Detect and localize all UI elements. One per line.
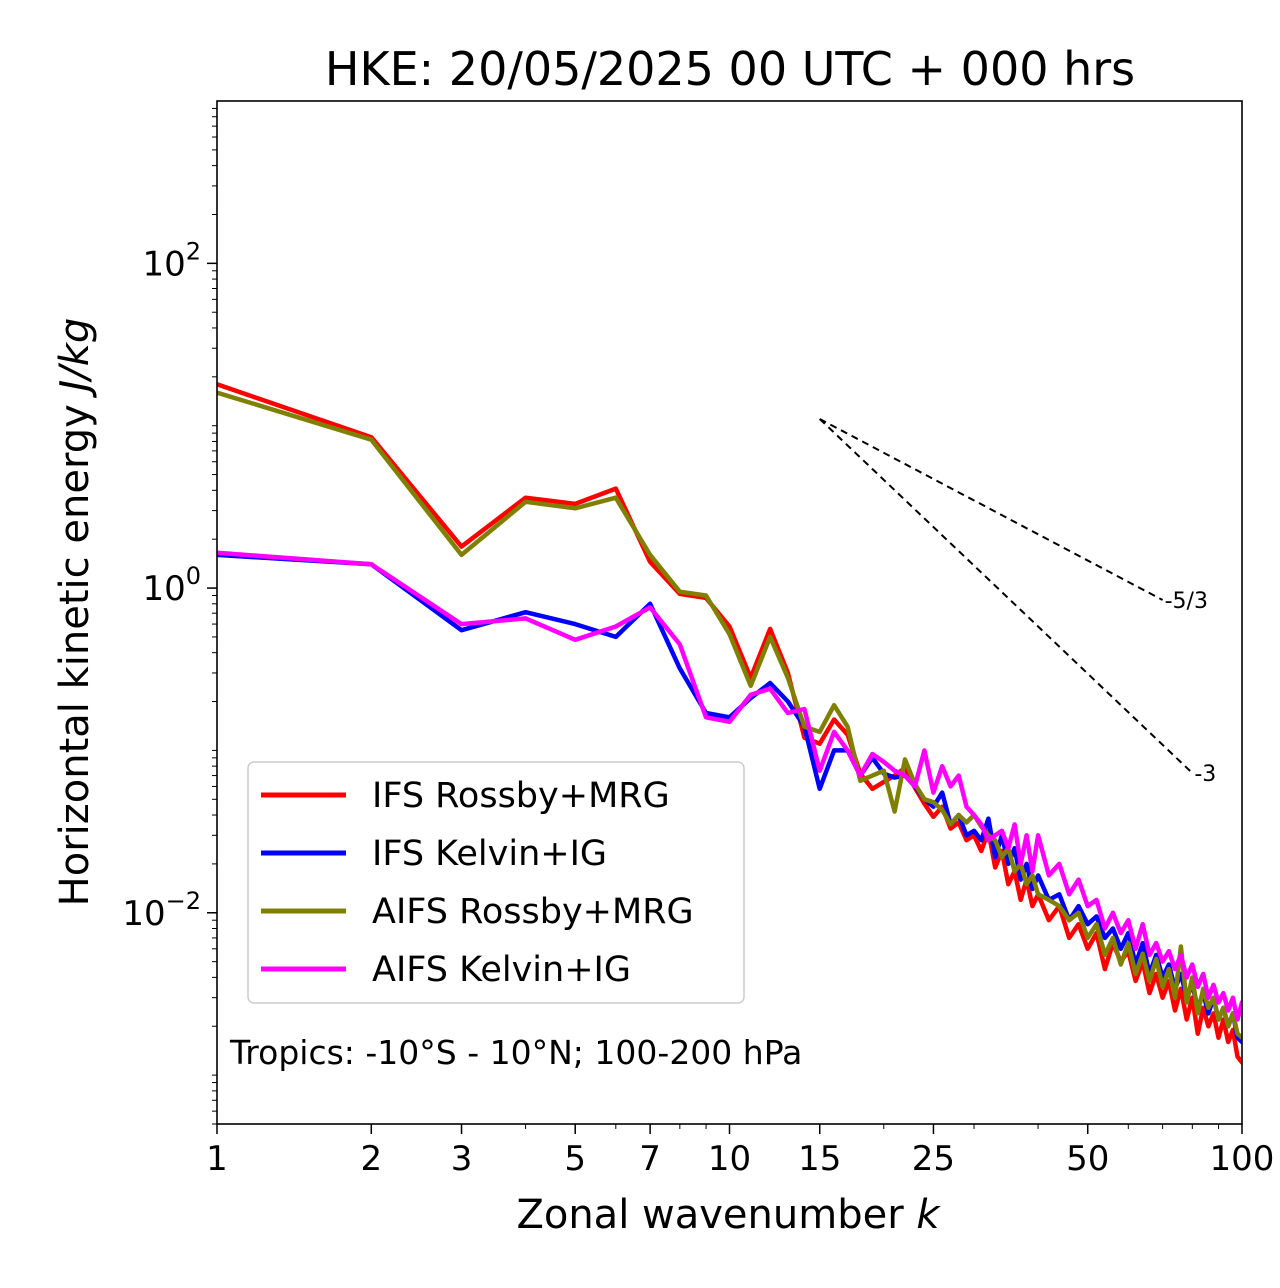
series-line (217, 382, 1242, 1065)
x-axis-label-text: Zonal wavenumber (516, 1192, 904, 1238)
x-tick-label: 7 (639, 1139, 661, 1179)
x-tick-label: 50 (1066, 1139, 1109, 1179)
reference-lines: -5/3 -3 (819, 418, 1216, 787)
x-tick-label: 2 (360, 1139, 382, 1179)
legend-label: IFS Kelvin+IG (372, 834, 607, 874)
chart-title: HKE: 20/05/2025 00 UTC + 000 hrs (325, 42, 1135, 96)
x-tick-label: 5 (564, 1139, 586, 1179)
x-tick-label: 10 (708, 1139, 751, 1179)
x-tick-label: 1 (206, 1139, 228, 1179)
y-axis-label-text: Horizontal kinetic energy (52, 404, 98, 906)
x-tick-label: 100 (1210, 1139, 1275, 1179)
legend-label: AIFS Kelvin+IG (372, 950, 631, 990)
reference-line (819, 418, 1164, 601)
x-tick-label: 3 (451, 1139, 473, 1179)
x-tick-label: 15 (798, 1139, 841, 1179)
legend-label: AIFS Rossby+MRG (372, 892, 694, 932)
y-tick-label: 10−2 (122, 887, 201, 934)
legend-box (247, 761, 745, 1004)
y-axis-label-units: J/kg (52, 318, 98, 399)
legend-items: IFS Rossby+MRG IFS Kelvin+IG AIFS Rossby+M… (261, 776, 694, 990)
y-tick-label: 102 (142, 237, 201, 284)
x-axis-label-variable: k (916, 1192, 941, 1238)
y-axis-label: Horizontal kinetic energy J/kg (52, 318, 98, 907)
x-axis-label: Zonal wavenumber k (516, 1192, 941, 1238)
legend: IFS Rossby+MRG IFS Kelvin+IG AIFS Rossby+M… (247, 761, 745, 1004)
reference-line-label: -3 (1194, 762, 1216, 787)
y-axis: 10−2 100 102 (122, 107, 217, 1125)
x-axis: 1 2 3 5 7 10 15 25 50 100 (206, 1124, 1274, 1179)
legend-label: IFS Rossby+MRG (372, 776, 670, 816)
reference-line-label: -5/3 (1165, 589, 1208, 614)
region-annotation: Tropics: -10°S - 10°N; 100-200 hPa (229, 1033, 802, 1072)
x-tick-label: 25 (912, 1139, 955, 1179)
reference-line (819, 418, 1194, 774)
series-layer (217, 382, 1242, 1065)
y-tick-label: 100 (142, 562, 201, 609)
series-line (217, 550, 1242, 1022)
